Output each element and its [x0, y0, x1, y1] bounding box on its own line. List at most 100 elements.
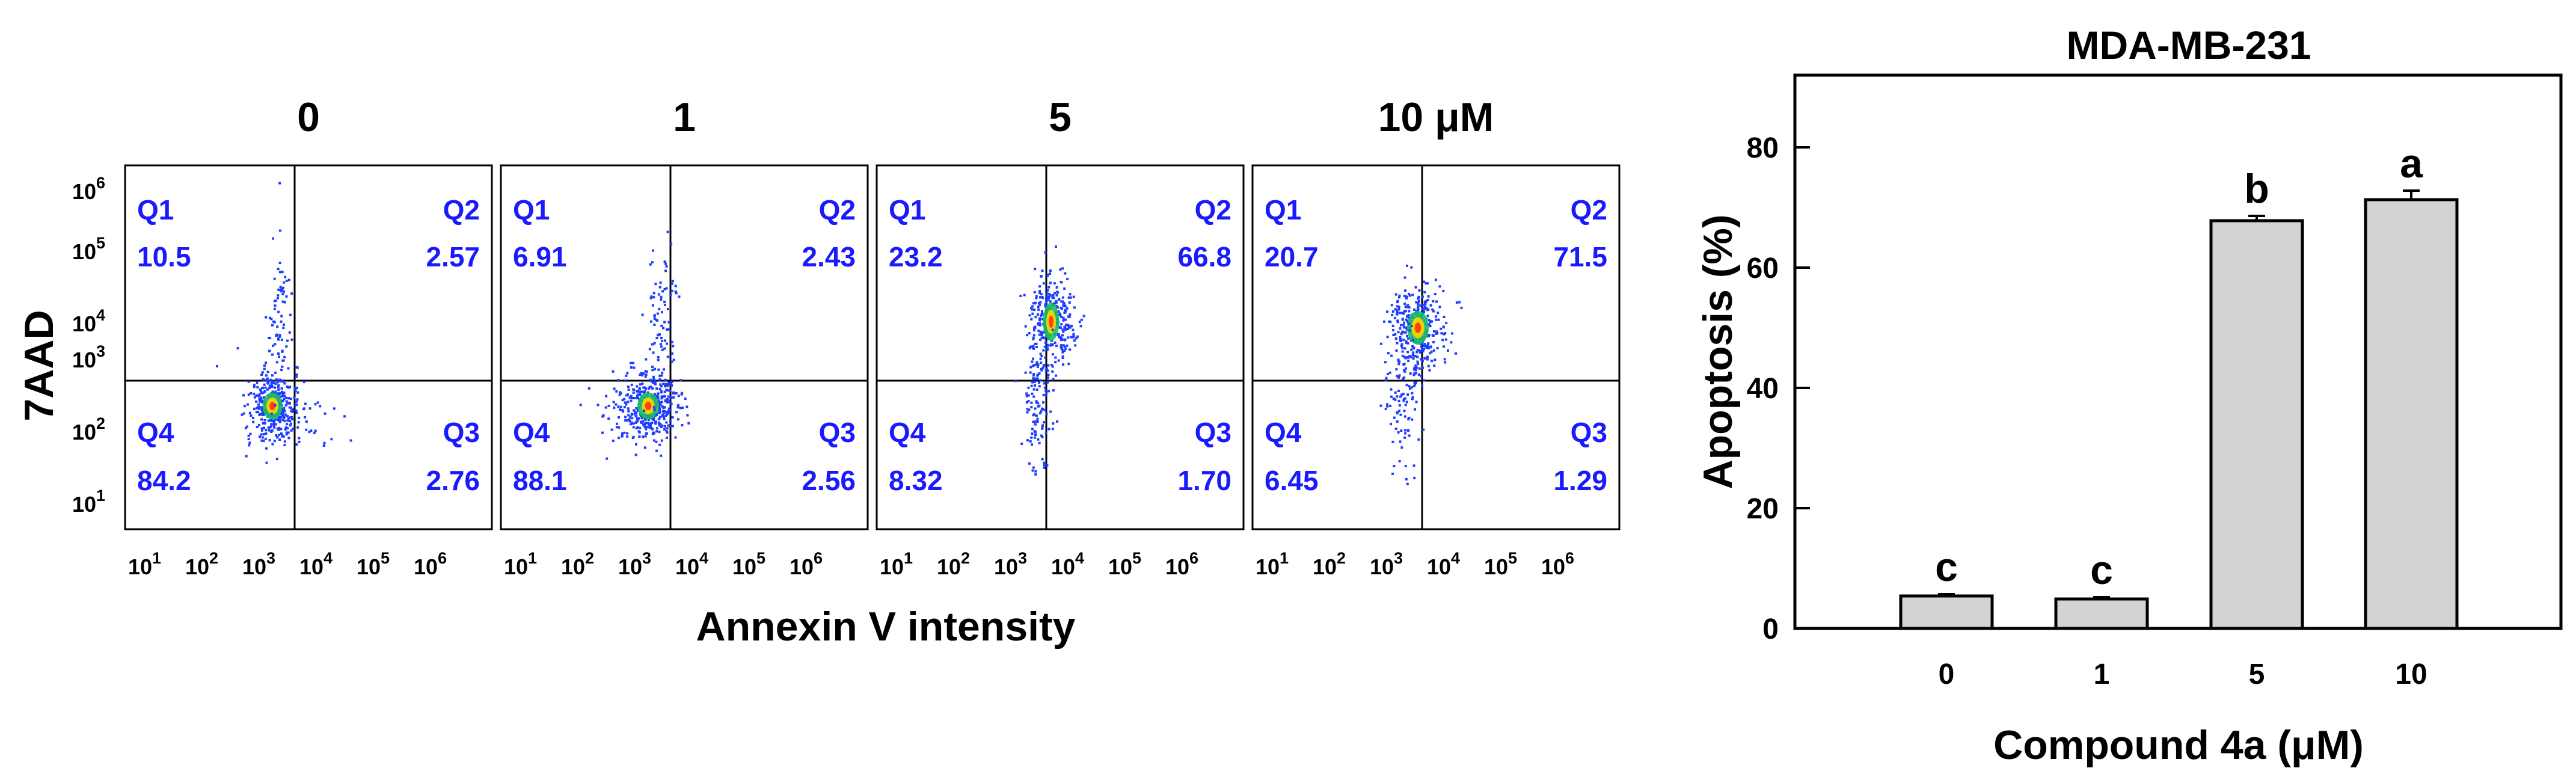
- event-dot: [270, 318, 273, 321]
- event-dot: [1398, 296, 1400, 299]
- event-dot: [618, 426, 621, 429]
- event-dot: [627, 385, 630, 388]
- event-dot: [260, 408, 263, 411]
- event-dot: [626, 435, 629, 438]
- event-dot: [1063, 345, 1066, 348]
- event-dot: [1049, 294, 1052, 297]
- event-dot: [1064, 327, 1067, 330]
- event-dot: [658, 401, 661, 404]
- dot-cloud: [1379, 265, 1463, 485]
- event-dot: [261, 387, 264, 390]
- event-dot: [1400, 343, 1403, 346]
- event-dot: [263, 383, 266, 386]
- event-dot: [656, 412, 659, 415]
- event-dot: [1043, 345, 1046, 348]
- event-dot: [256, 426, 259, 429]
- event-dot: [323, 441, 326, 444]
- event-dot: [1418, 367, 1421, 370]
- event-dot: [252, 420, 255, 423]
- event-dot: [1406, 319, 1409, 322]
- event-dot: [643, 422, 646, 425]
- event-dot: [654, 283, 657, 286]
- x-tick: 103: [994, 549, 1027, 579]
- event-dot: [278, 229, 281, 232]
- event-dot: [645, 428, 648, 431]
- event-dot: [1041, 310, 1043, 313]
- event-dot: [1030, 307, 1033, 310]
- event-dot: [1061, 334, 1064, 337]
- event-dot: [664, 400, 667, 403]
- event-dot: [667, 424, 670, 427]
- event-dot: [646, 422, 649, 425]
- event-dot: [283, 281, 286, 284]
- event-dot: [1416, 355, 1419, 358]
- event-dot: [256, 407, 259, 410]
- event-dot: [1041, 367, 1044, 369]
- event-dot: [292, 428, 295, 431]
- flow-cytometry-panel: 7AAD Annexin V intensity 101 102 103 104…: [16, 94, 1621, 649]
- event-dot: [1031, 428, 1034, 431]
- event-dot: [1032, 420, 1035, 423]
- event-dot: [1051, 343, 1054, 346]
- event-dot: [666, 401, 669, 404]
- event-dot: [1431, 360, 1434, 363]
- x-tick: 106: [414, 549, 447, 579]
- event-dot: [280, 395, 282, 398]
- event-dot: [1069, 313, 1072, 316]
- event-dot: [1032, 466, 1035, 469]
- event-dot: [1385, 376, 1388, 379]
- event-dot: [1025, 392, 1028, 395]
- chart-title: MDA-MB-231: [2066, 23, 2311, 67]
- event-dot: [647, 387, 650, 390]
- event-dot: [282, 379, 284, 382]
- event-dot: [625, 394, 628, 397]
- event-dot: [1411, 386, 1413, 389]
- event-dot: [1041, 458, 1044, 461]
- event-dot: [1395, 349, 1398, 352]
- event-dot: [657, 368, 660, 371]
- event-dot: [658, 417, 661, 420]
- event-dot: [265, 432, 268, 435]
- event-dot: [279, 380, 282, 383]
- event-dot: [1046, 343, 1049, 346]
- event-dot: [308, 407, 311, 410]
- quadrant-q4-value: 84.2: [137, 465, 191, 496]
- event-dot: [665, 411, 668, 414]
- event-dot: [1410, 325, 1413, 328]
- event-dot: [283, 301, 286, 304]
- event-dot: [273, 321, 276, 324]
- event-dot: [1032, 388, 1035, 391]
- event-dot: [1399, 338, 1402, 340]
- x-tick-label: 5: [2249, 659, 2265, 690]
- event-dot: [343, 415, 346, 418]
- event-dot: [681, 424, 684, 426]
- event-dot: [632, 422, 635, 425]
- event-dot: [277, 296, 279, 299]
- event-dot: [1043, 337, 1046, 340]
- event-dot: [639, 426, 642, 429]
- event-dot: [640, 372, 643, 375]
- event-dot: [287, 431, 290, 434]
- event-dot: [1041, 425, 1044, 428]
- event-dot: [1032, 395, 1035, 398]
- event-dot: [618, 416, 620, 419]
- event-dot: [283, 323, 285, 326]
- event-dot: [1413, 381, 1416, 384]
- event-dot: [283, 290, 285, 293]
- event-dot: [260, 427, 263, 430]
- event-dot: [1055, 286, 1058, 289]
- event-dot: [286, 423, 289, 426]
- event-dot: [1031, 443, 1033, 446]
- event-dot: [670, 382, 672, 385]
- event-dot: [1411, 392, 1414, 395]
- event-dot: [1063, 325, 1066, 328]
- event-dot: [624, 401, 627, 404]
- event-dot: [1397, 306, 1400, 309]
- event-dot: [1394, 333, 1397, 336]
- event-dot: [1420, 375, 1422, 378]
- event-dot: [273, 277, 276, 280]
- event-dot: [615, 390, 618, 393]
- event-dot: [652, 432, 655, 435]
- event-dot: [1050, 364, 1053, 366]
- event-dot: [1428, 369, 1431, 372]
